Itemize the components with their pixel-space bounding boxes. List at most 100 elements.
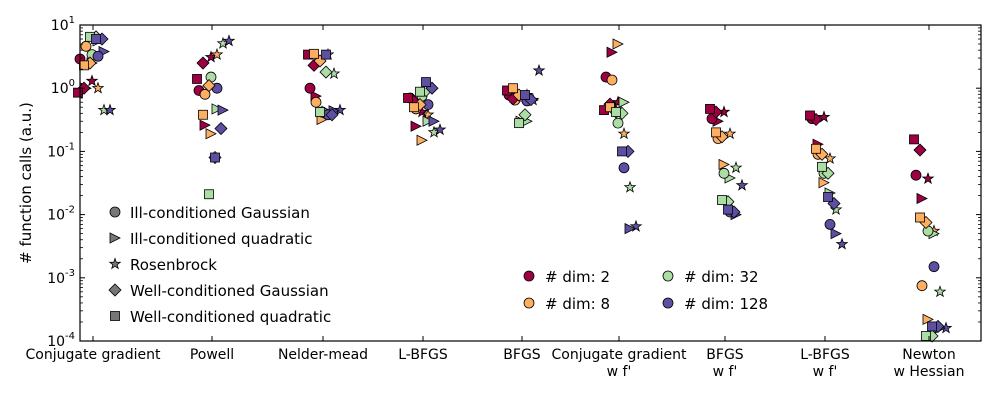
x-tick-label: Nelder-mead — [278, 347, 368, 363]
x-tick-label: L-BFGS — [398, 347, 448, 363]
data-point-rb-dim3 — [222, 34, 236, 47]
data-point-wg-dim1 — [202, 79, 216, 93]
data-point-iq-dim1 — [416, 134, 428, 146]
legend-dim-marker-2 — [662, 270, 674, 282]
data-point-ig-dim3 — [824, 218, 836, 230]
legend-dim-marker-3 — [662, 297, 674, 309]
legend-marker-iq — [109, 232, 121, 244]
data-point-rb-dim3 — [333, 103, 347, 116]
legend-marker-rb — [108, 257, 122, 270]
data-point-ig-dim1 — [606, 74, 618, 86]
x-tick-label-line2: w Hessian — [894, 364, 965, 380]
data-point-iq-dim0 — [916, 192, 928, 205]
y-tick-label: 10-4 — [47, 331, 75, 350]
data-point-iq-dim1 — [818, 177, 830, 189]
legend-label-wg: Well-conditioned Gaussian — [130, 282, 329, 300]
data-point-wg-dim0 — [196, 56, 210, 70]
data-point-wq-dim0 — [805, 110, 815, 121]
data-point-rb-dim0 — [85, 74, 99, 87]
legend-label-rb: Rosenbrock — [130, 256, 217, 274]
data-point-rb-dim2 — [623, 180, 637, 193]
data-point-ig-dim3 — [618, 162, 630, 174]
data-point-wq-dim2 — [717, 195, 727, 205]
legend-marker-ig — [109, 206, 121, 218]
legend-dim-marker-0 — [523, 270, 535, 282]
x-axis: Conjugate gradient Powell Nelder-mead L-BFG… — [26, 25, 965, 380]
data-point-ig-dim0 — [910, 169, 922, 181]
x-tick-label: BFGS — [503, 347, 541, 363]
x-tick-label: Conjugate gradient — [552, 347, 687, 363]
data-point-rb-dim1 — [823, 151, 837, 165]
data-point-wq-dim2 — [611, 107, 621, 117]
data-point-rb-dim3 — [433, 123, 447, 136]
y-axis: 101 100 10-1 10-2 10-3 10-4 — [47, 15, 981, 350]
data-point-wq-dim2 — [315, 107, 325, 117]
data-point-wq-dim0 — [705, 104, 715, 114]
data-point-iq-dim1 — [612, 38, 624, 50]
data-point-wq-dim0 — [192, 74, 202, 84]
data-point-rb-dim1 — [210, 47, 224, 61]
legend-dim-label-2: # dim: 32 — [684, 268, 759, 286]
x-tick-label-line2: w f' — [813, 364, 838, 380]
data-point-iq-dim3 — [428, 115, 440, 127]
data-point-iq-dim2 — [618, 96, 630, 108]
data-point-wg-dim2 — [518, 108, 532, 122]
data-point-wq-dim1 — [79, 60, 89, 71]
data-point-rb-dim1 — [421, 108, 435, 121]
data-point-wq-dim0 — [909, 134, 919, 145]
data-point-wq-dim2 — [514, 118, 524, 129]
data-point-ig-dim1 — [310, 96, 322, 108]
x-tick-label: BFGS — [706, 347, 744, 363]
legend-marker-wq — [110, 311, 120, 321]
plot-frame — [79, 24, 982, 342]
data-point-wg-dim0 — [913, 143, 927, 157]
data-point-wg-dim3 — [214, 121, 228, 136]
x-tick-label: Powell — [190, 347, 234, 363]
data-point-iq-dim0 — [199, 119, 211, 131]
legend-dim-marker-1 — [523, 297, 535, 309]
data-point-wg-dim3 — [325, 108, 339, 122]
data-point-ig-dim3 — [92, 50, 104, 62]
data-point-wq-dim3 — [823, 192, 833, 202]
data-point-wq-dim0 — [73, 87, 83, 98]
data-point-rb-dim3 — [532, 63, 546, 77]
data-point-wq-dim3 — [421, 77, 431, 87]
data-point-rb-dim3 — [835, 237, 849, 250]
data-point-wq-dim1 — [198, 109, 208, 120]
data-point-rb-dim3 — [103, 103, 117, 116]
data-point-ig-dim2 — [612, 117, 624, 129]
legend-marker-types: Ill-conditioned Gaussian Ill-conditioned … — [108, 204, 331, 326]
data-point-wq-dim3 — [723, 204, 733, 215]
legend-label-ig: Ill-conditioned Gaussian — [130, 204, 310, 222]
data-point-rb-dim0 — [817, 110, 831, 123]
data-point-wq-dim1 — [711, 127, 721, 138]
data-point-ig-dim1 — [199, 88, 211, 100]
data-point-iq-dim2 — [211, 103, 223, 115]
data-point-ig-dim3 — [928, 261, 940, 273]
data-point-wq-dim1 — [915, 212, 925, 223]
data-point-wq-dim3 — [210, 152, 220, 163]
legend-dim-label-0: # dim: 2 — [545, 268, 610, 286]
data-point-wq-dim3 — [321, 49, 331, 60]
data-point-rb-dim2 — [933, 285, 947, 298]
data-point-iq-dim0 — [606, 46, 618, 58]
y-tick-label: 10-3 — [47, 268, 75, 287]
x-tick-label-line2: w f' — [713, 364, 738, 380]
data-point-wq-dim2 — [817, 161, 827, 172]
x-tick-label-line2: w f' — [607, 364, 632, 380]
data-point-wq-dim3 — [617, 146, 627, 157]
data-point-rb-dim0 — [921, 171, 935, 185]
y-tick-label: 101 — [51, 15, 75, 34]
data-point-iq-dim3 — [624, 222, 636, 235]
data-point-rb-dim1 — [723, 127, 737, 140]
data-point-wq-dim1 — [508, 83, 518, 94]
legend-dim-label-3: # dim: 128 — [684, 295, 768, 313]
data-point-ig-dim2 — [718, 167, 730, 179]
data-point-rb-dim1 — [617, 127, 631, 140]
data-point-ig-dim0 — [304, 82, 316, 94]
y-tick-label: 100 — [51, 78, 75, 97]
x-tick-label: Conjugate gradient — [26, 347, 161, 363]
data-point-ig-dim1 — [916, 280, 928, 292]
data-point-wq-dim1 — [811, 143, 821, 154]
